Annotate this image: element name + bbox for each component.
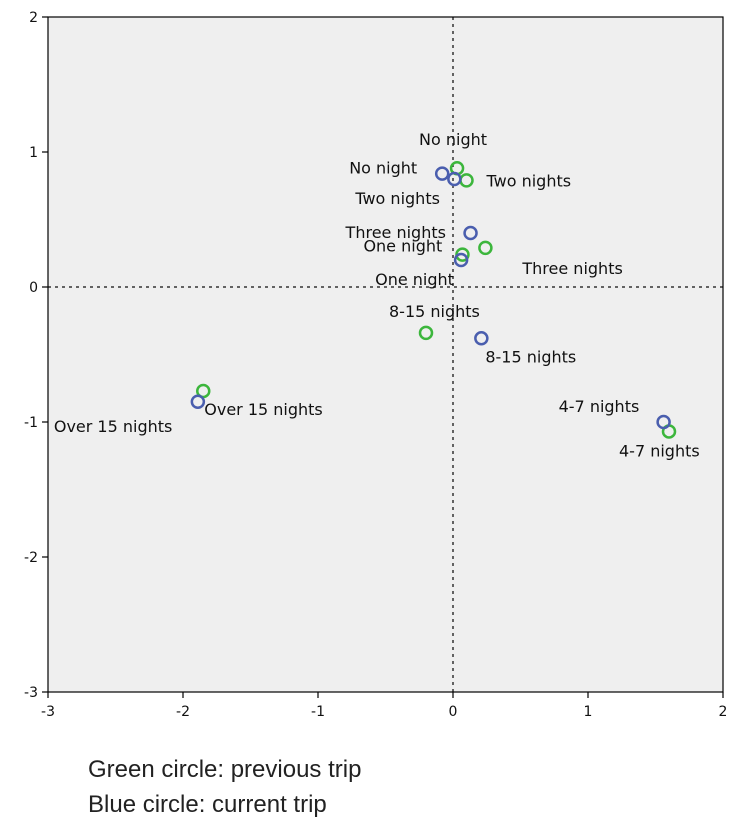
blue-point — [190, 394, 206, 409]
green-point — [418, 325, 434, 341]
point-label: No night — [349, 159, 417, 178]
point-label: Three nights — [345, 223, 446, 242]
y-tick-label: 1 — [29, 145, 38, 161]
blue-point — [447, 171, 462, 187]
point-label: 8-15 nights — [389, 302, 480, 321]
plot-area — [48, 17, 723, 692]
data-points — [190, 160, 677, 439]
blue-point — [656, 414, 671, 430]
x-tick-label: -3 — [41, 704, 55, 720]
point-label: 4-7 nights — [559, 397, 640, 416]
point-label: One night — [363, 237, 442, 256]
blue-point — [474, 331, 489, 346]
point-label: No night — [419, 130, 487, 149]
reference-lines — [48, 17, 723, 692]
plot-frame — [47, 16, 724, 693]
point-label: Over 15 nights — [204, 400, 323, 419]
scatter-plot: -3 -2 -1 0 1 2 -3 -2 -1 0 1 2 No night Two nights Thr… — [24, 10, 727, 720]
point-label: Three nights — [521, 259, 622, 278]
y-tick-label: 2 — [29, 10, 38, 26]
green-point — [478, 240, 493, 256]
point-label: Over 15 nights — [54, 417, 173, 436]
point-label: 8-15 nights — [485, 347, 576, 366]
x-tick-label: -2 — [176, 704, 190, 720]
y-tick-label: -2 — [24, 550, 38, 566]
legend: Green circle: previous trip Blue circle:… — [88, 752, 361, 822]
y-tick-label: -1 — [24, 415, 38, 431]
legend-green-text: Green circle: previous trip — [88, 756, 362, 783]
point-label: Two nights — [486, 171, 572, 190]
blue-point — [463, 225, 478, 241]
y-tick-label: -3 — [24, 685, 38, 701]
axes — [47, 16, 724, 693]
blue-point — [434, 166, 450, 181]
y-tick-label: 0 — [29, 280, 38, 296]
point-label: Two nights — [354, 189, 440, 208]
x-tick-label: -1 — [311, 704, 325, 720]
x-tick-label: 1 — [584, 704, 593, 720]
x-tick-label: 0 — [449, 704, 458, 720]
blue-point — [453, 252, 469, 268]
x-tick-label: 2 — [719, 704, 728, 720]
point-label: One night — [375, 270, 454, 289]
axis-ticks: -3 -2 -1 0 1 2 -3 -2 -1 0 1 2 — [24, 10, 727, 720]
point-label: 4-7 nights — [619, 441, 700, 460]
legend-blue-text: Blue circle: current trip — [88, 791, 327, 818]
